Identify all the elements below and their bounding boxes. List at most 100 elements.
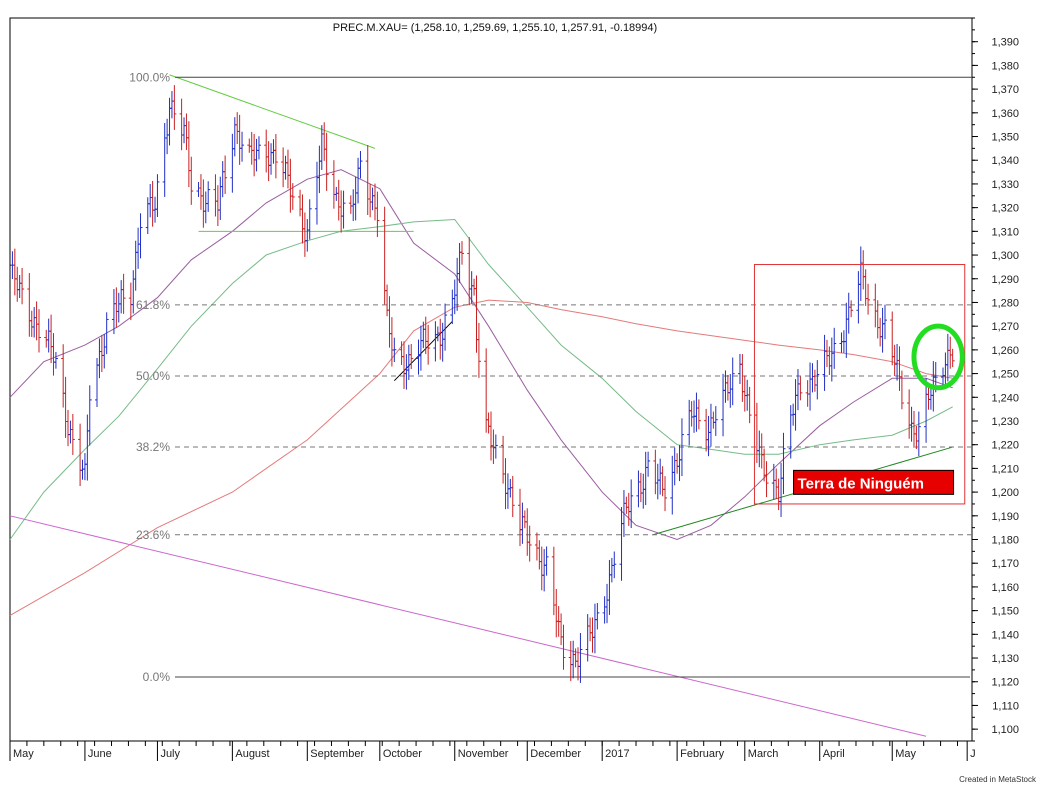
price-bar <box>696 399 701 430</box>
y-tick-label: 1,370 <box>991 84 1019 96</box>
y-tick-label: 1,110 <box>992 700 1019 712</box>
y-tick-label: 1,280 <box>991 297 1019 309</box>
credit-label: Created in MetaStock <box>959 775 1037 784</box>
price-bar <box>172 85 177 130</box>
x-tick-label: July <box>160 748 180 760</box>
y-axis: 1,100 1,110 1,120 1,130 1,140 1,150 1,160 1,170… <box>972 17 1019 742</box>
price-bar <box>832 327 837 369</box>
x-tick-label: October <box>383 748 422 760</box>
price-bar <box>290 183 295 210</box>
price-bar <box>409 344 414 370</box>
y-tick-label: 1,250 <box>991 369 1019 381</box>
price-bar <box>561 624 566 670</box>
no-mans-land-box <box>753 264 966 505</box>
moving-average-line <box>9 169 953 541</box>
fibonacci-levels: 100.0% 61.8% 50.0% 38.2% 23.6% 0.0% <box>129 70 972 684</box>
highlight-circle <box>911 323 965 391</box>
price-bar <box>138 213 143 259</box>
fib-level-label: 38.2% <box>136 440 170 454</box>
price-bar <box>493 434 498 459</box>
price-bar <box>815 360 820 400</box>
price-bar <box>713 406 718 436</box>
x-tick-label: November <box>458 748 509 760</box>
price-bar <box>646 451 651 477</box>
y-tick-label: 1,170 <box>991 558 1019 570</box>
price-bar <box>747 386 752 424</box>
price-bar <box>510 475 515 518</box>
price-bar <box>679 418 684 477</box>
price-bar <box>798 376 803 401</box>
y-tick-label: 1,300 <box>991 250 1019 262</box>
y-tick-label: 1,220 <box>991 440 1019 452</box>
y-tick-label: 1,240 <box>991 392 1019 404</box>
price-bar <box>341 190 346 229</box>
price-bar <box>307 199 312 240</box>
price-bar <box>104 312 109 355</box>
x-tick-label: April <box>823 748 845 760</box>
x-tick-label: May <box>13 748 34 760</box>
price-bar <box>950 348 955 368</box>
price-bar <box>595 603 600 630</box>
price-bar <box>20 267 25 305</box>
y-tick-label: 1,120 <box>991 677 1019 689</box>
y-tick-label: 1,310 <box>991 226 1019 238</box>
price-bar <box>459 241 464 265</box>
y-tick-label: 1,380 <box>991 60 1019 72</box>
x-tick-label: J <box>970 748 976 760</box>
price-bar <box>663 476 668 512</box>
y-tick-label: 1,210 <box>991 463 1019 475</box>
price-bar <box>764 461 769 498</box>
price-bar <box>899 370 904 410</box>
x-tick-label: August <box>235 748 269 760</box>
annotations: Terra de Ninguém <box>753 264 966 505</box>
price-bar <box>527 525 532 562</box>
y-tick-label: 1,100 <box>991 724 1019 736</box>
fib-level-label: 0.0% <box>143 670 171 684</box>
moving-average-line <box>9 218 953 540</box>
fib-level-label: 50.0% <box>136 369 170 383</box>
trendline <box>9 515 927 737</box>
y-tick-label: 1,390 <box>991 37 1019 49</box>
price-bar <box>426 324 431 365</box>
y-tick-label: 1,360 <box>991 108 1019 120</box>
price-bar <box>273 134 278 179</box>
price-bar <box>392 337 397 362</box>
x-tick-label: May <box>895 748 916 760</box>
price-bar <box>256 136 261 160</box>
price-bar <box>324 132 329 191</box>
annotation-label: Terra de Ninguém <box>798 475 924 492</box>
y-tick-label: 1,140 <box>991 629 1019 641</box>
price-bar <box>70 413 75 455</box>
y-tick-label: 1,150 <box>991 606 1019 618</box>
price-bar <box>189 156 194 205</box>
price-bar <box>629 479 634 528</box>
price-bar <box>443 303 448 351</box>
price-bar <box>730 357 735 406</box>
y-tick-label: 1,330 <box>991 179 1019 191</box>
y-tick-label: 1,190 <box>991 511 1019 523</box>
price-bar <box>206 181 211 212</box>
price-bar <box>53 351 58 369</box>
x-tick-label: September <box>310 748 364 760</box>
price-bar <box>866 283 871 315</box>
x-tick-label: February <box>680 748 725 760</box>
price-bar <box>544 546 549 576</box>
price-bar <box>612 551 617 579</box>
fib-level-label: 100.0% <box>129 70 170 84</box>
price-bar <box>578 633 583 683</box>
y-tick-label: 1,320 <box>991 203 1019 215</box>
price-bar <box>37 309 42 353</box>
annotation-label-bg <box>793 469 955 495</box>
y-tick-label: 1,260 <box>991 345 1019 357</box>
y-tick-label: 1,270 <box>991 321 1019 333</box>
y-tick-label: 1,340 <box>991 155 1019 167</box>
y-tick-label: 1,350 <box>991 132 1019 144</box>
y-tick-label: 1,160 <box>991 582 1019 594</box>
moving-averages <box>9 169 953 616</box>
x-tick-label: June <box>88 748 112 760</box>
x-axis: May June July August September October Novembe… <box>9 741 976 761</box>
price-bar <box>121 273 126 314</box>
x-tick-label: 2017 <box>605 748 629 760</box>
price-bar <box>87 385 92 446</box>
